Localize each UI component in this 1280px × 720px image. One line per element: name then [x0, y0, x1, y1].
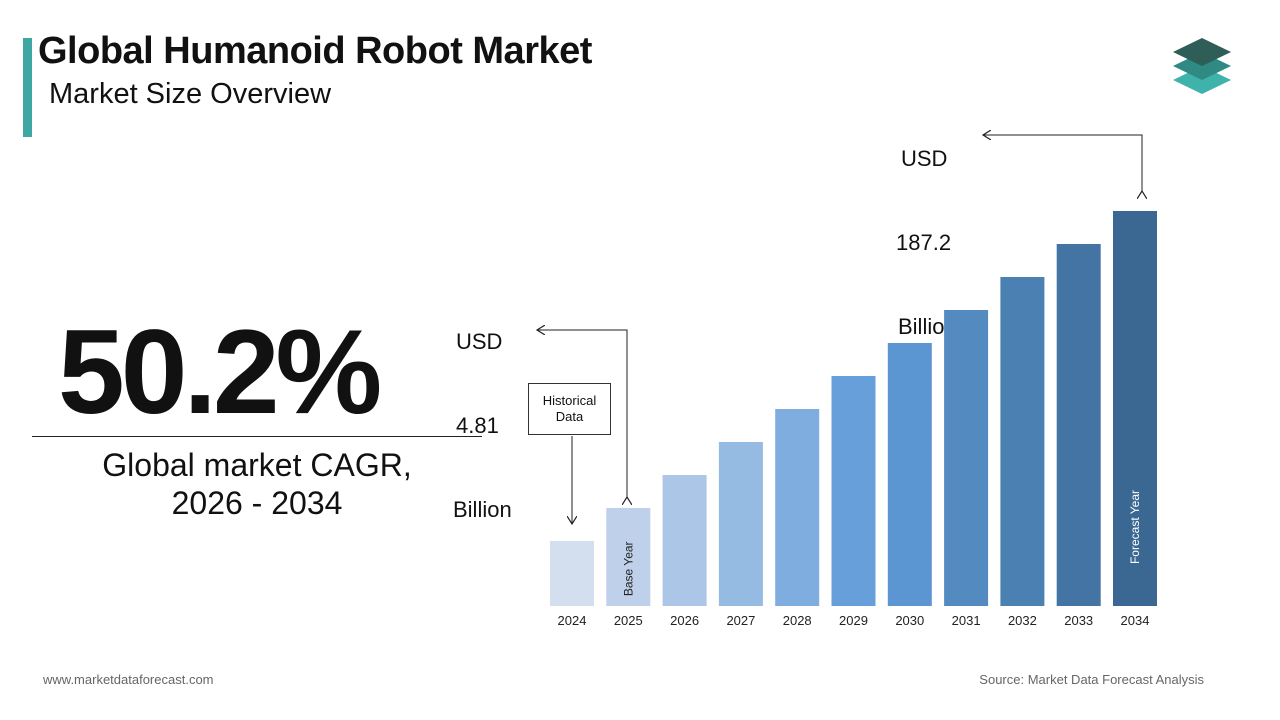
page-title: Global Humanoid Robot Market	[38, 30, 592, 72]
bar-2030	[887, 343, 932, 606]
bar-2025	[606, 508, 651, 606]
bar-annotation-2025: Base Year	[621, 541, 635, 596]
bar-2028	[775, 409, 820, 606]
x-tick-label-2031: 2031	[952, 613, 981, 628]
bar-2033	[1056, 244, 1101, 606]
x-tick-label-2028: 2028	[783, 613, 812, 628]
bars-group	[550, 211, 1157, 606]
cagr-label-line2: 2026 - 2034	[171, 485, 343, 521]
x-tick-label-2032: 2032	[1008, 613, 1037, 628]
end-callout-line2: 187.2	[896, 230, 952, 255]
bar-2032	[1000, 277, 1045, 606]
cagr-label-line1: Global market CAGR,	[102, 447, 412, 483]
bar-annotations: Base Year Forecast Year	[621, 490, 1142, 596]
x-tick-label-2027: 2027	[726, 613, 755, 628]
start-callout-line2: 4.81	[456, 413, 499, 438]
x-tick-label-2033: 2033	[1064, 613, 1093, 628]
x-axis-labels: 2024 2025 2026 2027 2028 2029 2030 2031 2032 2033…	[558, 613, 1150, 628]
bar-2027	[718, 442, 763, 606]
page-subtitle: Market Size Overview	[49, 78, 332, 110]
historical-box-line2: Data	[555, 409, 584, 424]
footer-website: www.marketdataforecast.com	[43, 672, 214, 687]
bar-2031	[944, 310, 989, 606]
bar-annotation-2034: Forecast Year	[1128, 490, 1142, 564]
cagr-label: Global market CAGR, 2026 - 2034	[32, 446, 482, 522]
x-tick-label-2024: 2024	[558, 613, 587, 628]
start-callout-line3: Billion	[453, 497, 512, 522]
cagr-value: 50.2%	[58, 305, 382, 439]
bar-2034	[1113, 211, 1157, 606]
x-tick-label-2026: 2026	[670, 613, 699, 628]
bar-2026	[662, 475, 707, 606]
end-callout-line1: USD	[901, 146, 948, 171]
bar-2024	[550, 541, 594, 606]
cagr-divider	[32, 436, 482, 437]
historical-box-line1: Historical	[542, 393, 597, 408]
bar-2029	[831, 376, 876, 606]
title-accent-bar	[23, 38, 32, 137]
x-tick-label-2025: 2025	[614, 613, 643, 628]
start-callout-arrow	[537, 330, 627, 497]
brand-logo-icon	[1173, 38, 1231, 94]
historical-data-box: Historical Data	[528, 383, 611, 435]
start-callout-line1: USD	[456, 329, 503, 354]
end-callout-arrow	[983, 135, 1142, 191]
x-tick-label-2030: 2030	[895, 613, 924, 628]
x-tick-label-2034: 2034	[1121, 613, 1150, 628]
footer-source: Source: Market Data Forecast Analysis	[979, 672, 1204, 687]
start-value-callout: USD 4.81 Billion	[453, 272, 512, 552]
x-tick-label-2029: 2029	[839, 613, 868, 628]
